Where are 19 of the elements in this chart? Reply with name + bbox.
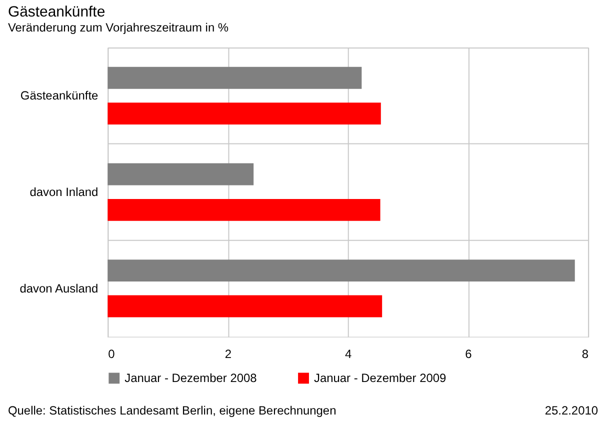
- chart-subtitle: Veränderung zum Vorjahreszeitraum in %: [8, 20, 229, 35]
- source-note: Quelle: Statistisches Landesamt Berlin, eigene Berechnungen: [8, 403, 336, 418]
- bar: [108, 163, 254, 186]
- legend-label: Januar - Dezember 2008: [124, 371, 258, 386]
- x-tick-label: 2: [224, 347, 232, 362]
- bar: [108, 295, 382, 318]
- x-tick-label: 4: [345, 347, 352, 362]
- y-tick-label: davon Inland: [30, 185, 98, 200]
- x-tick-label: 0: [108, 347, 116, 362]
- x-tick-label: 8: [582, 347, 589, 362]
- bar: [108, 260, 575, 282]
- y-tick-label: Gästeankünfte: [20, 88, 99, 103]
- legend-label: Januar - Dezember 2009: [314, 371, 447, 386]
- text: 25.2.2010: [544, 403, 598, 418]
- y-tick-label: davon Ausland: [20, 281, 98, 296]
- bar: [108, 66, 362, 89]
- bar: [108, 198, 380, 221]
- x-tick-label: 6: [465, 347, 472, 362]
- bar: [108, 102, 381, 125]
